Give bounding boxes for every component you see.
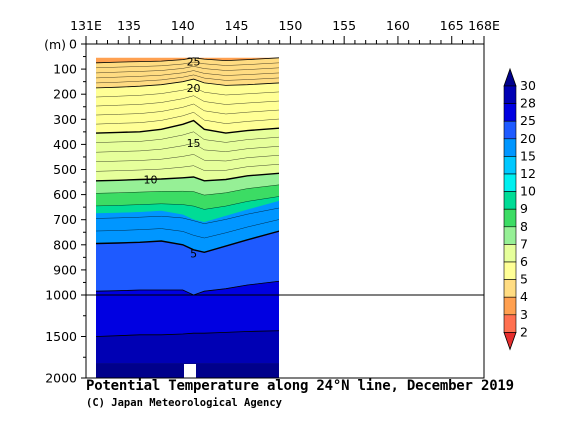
colorbar-bottom-arrow [503, 331, 517, 351]
frame-border [85, 43, 485, 379]
isotherm-minor-10-1 [96, 184, 279, 196]
contour-label-5: 5 [190, 248, 197, 261]
isotherm-minor-25-4 [96, 74, 279, 84]
x-tick-label: 150 [278, 18, 302, 33]
y-unit-label: (m) [44, 37, 66, 52]
isotherm-minor-20-3 [96, 103, 279, 116]
isotherm-minor-20-4 [96, 112, 279, 125]
colorbar-label: 30 [520, 78, 536, 93]
x-tick-label: 160 [386, 18, 410, 33]
colorbar-label: 25 [520, 113, 536, 128]
colorbar-label: 10 [520, 184, 536, 199]
colorbar-label: 9 [520, 201, 528, 216]
y-tick-label: 1000 [45, 288, 77, 303]
isotherm-minor-15-1 [96, 131, 279, 143]
colorbar-swatch [503, 138, 517, 157]
chart-credit: (C) Japan Meteorological Agency [86, 397, 282, 409]
y-tick-label: 700 [53, 212, 77, 227]
colorbar-swatch [503, 261, 517, 280]
x-tick-label: 168E [468, 18, 500, 33]
colorbar-swatch [503, 156, 517, 175]
colorbar-swatch [503, 103, 517, 122]
colorbar-swatch [503, 208, 517, 228]
colorbar-label: 6 [520, 254, 528, 269]
colorbar-label: 15 [520, 148, 536, 163]
x-tick-label: 155 [332, 18, 356, 33]
isotherm-minor-25-2 [96, 66, 279, 74]
x-tick-label: 165 [440, 18, 464, 33]
colorbar-label: 3 [520, 307, 528, 322]
y-tick-label: 900 [53, 262, 77, 277]
y-tick-label: 1500 [45, 329, 77, 344]
y-tick-label: 2000 [45, 371, 77, 386]
isotherm-minor-10-4 [96, 219, 279, 239]
colorbar-label: 7 [520, 236, 528, 251]
isotherm-minor-15-2 [96, 142, 279, 153]
colorbar-swatch [503, 279, 517, 298]
isotherm-minor-10-3 [96, 207, 279, 224]
contour-label-15: 15 [187, 137, 201, 150]
isotherm-4 [96, 280, 279, 296]
colorbar-swatch [503, 226, 517, 245]
colorbar-swatch [503, 120, 517, 140]
isotherm-3 [96, 330, 279, 337]
isotherm-minor-15-4 [96, 163, 279, 172]
y-tick-label: 500 [53, 162, 77, 177]
isotherm-minor-15-3 [96, 154, 279, 162]
colorbar-label: 5 [520, 272, 528, 287]
colorbar-swatch [503, 244, 517, 263]
isotherm-minor-10-2 [96, 196, 279, 210]
plot-frame [85, 43, 485, 379]
contour-label-20: 20 [187, 82, 201, 95]
y-tick-label: 100 [53, 62, 77, 77]
x-tick-label: 135 [117, 18, 141, 33]
colorbar-swatch [503, 296, 517, 316]
isotherm-5 [96, 230, 279, 254]
y-tick-label: 200 [53, 87, 77, 102]
colorbar-label: 2 [520, 324, 528, 339]
y-tick-label: 0 [69, 37, 77, 52]
colorbar: 2 3 4 5 6 7 8 9 10 12 15 20 25 28 30 [503, 67, 536, 351]
colorbar-label: 12 [520, 166, 536, 181]
band-below-2 [96, 363, 279, 378]
isotherm-lines [96, 57, 279, 337]
chart-title: Potential Temperature along 24°N line, D… [86, 378, 514, 394]
y-tick-label: 600 [53, 187, 77, 202]
x-axis: 131E 135 140 145 150 155 160 165 168E [70, 18, 500, 44]
y-axis: 0 100 200 300 400 500 600 700 800 900 1000 1500 2000… [44, 37, 86, 386]
colorbar-label: 8 [520, 219, 528, 234]
colorbar-swatch [503, 191, 517, 210]
y-tick-label: 400 [53, 137, 77, 152]
isotherm-minor-25-1 [96, 61, 279, 69]
colorbar-swatch [503, 314, 517, 333]
colorbar-label: 20 [520, 131, 536, 146]
colorbar-swatch [503, 173, 517, 192]
x-tick-label: 131E [70, 18, 102, 33]
missing-data-patch [184, 364, 196, 378]
x-tick-label: 145 [225, 18, 249, 33]
contour-label-10: 10 [144, 174, 158, 187]
y-tick-label: 800 [53, 237, 77, 252]
isotherm-10 [96, 172, 279, 182]
isotherm-minor-20-1 [96, 87, 279, 98]
isotherm-minor-20-2 [96, 95, 279, 107]
colorbar-label: 4 [520, 289, 528, 304]
contour-labels: 25 20 15 10 5 [144, 56, 201, 261]
isotherm-minor-25-3 [96, 70, 279, 79]
y-tick-label: 300 [53, 112, 77, 127]
isotherm-20 [96, 78, 279, 89]
isotherm-25 [96, 57, 279, 64]
x-tick-label: 140 [171, 18, 195, 33]
contour-label-25: 25 [187, 56, 201, 69]
colorbar-label: 28 [520, 96, 536, 111]
colorbar-top-arrow [503, 67, 517, 87]
colorbar-swatch [503, 85, 517, 104]
isotherm-15 [96, 119, 279, 134]
